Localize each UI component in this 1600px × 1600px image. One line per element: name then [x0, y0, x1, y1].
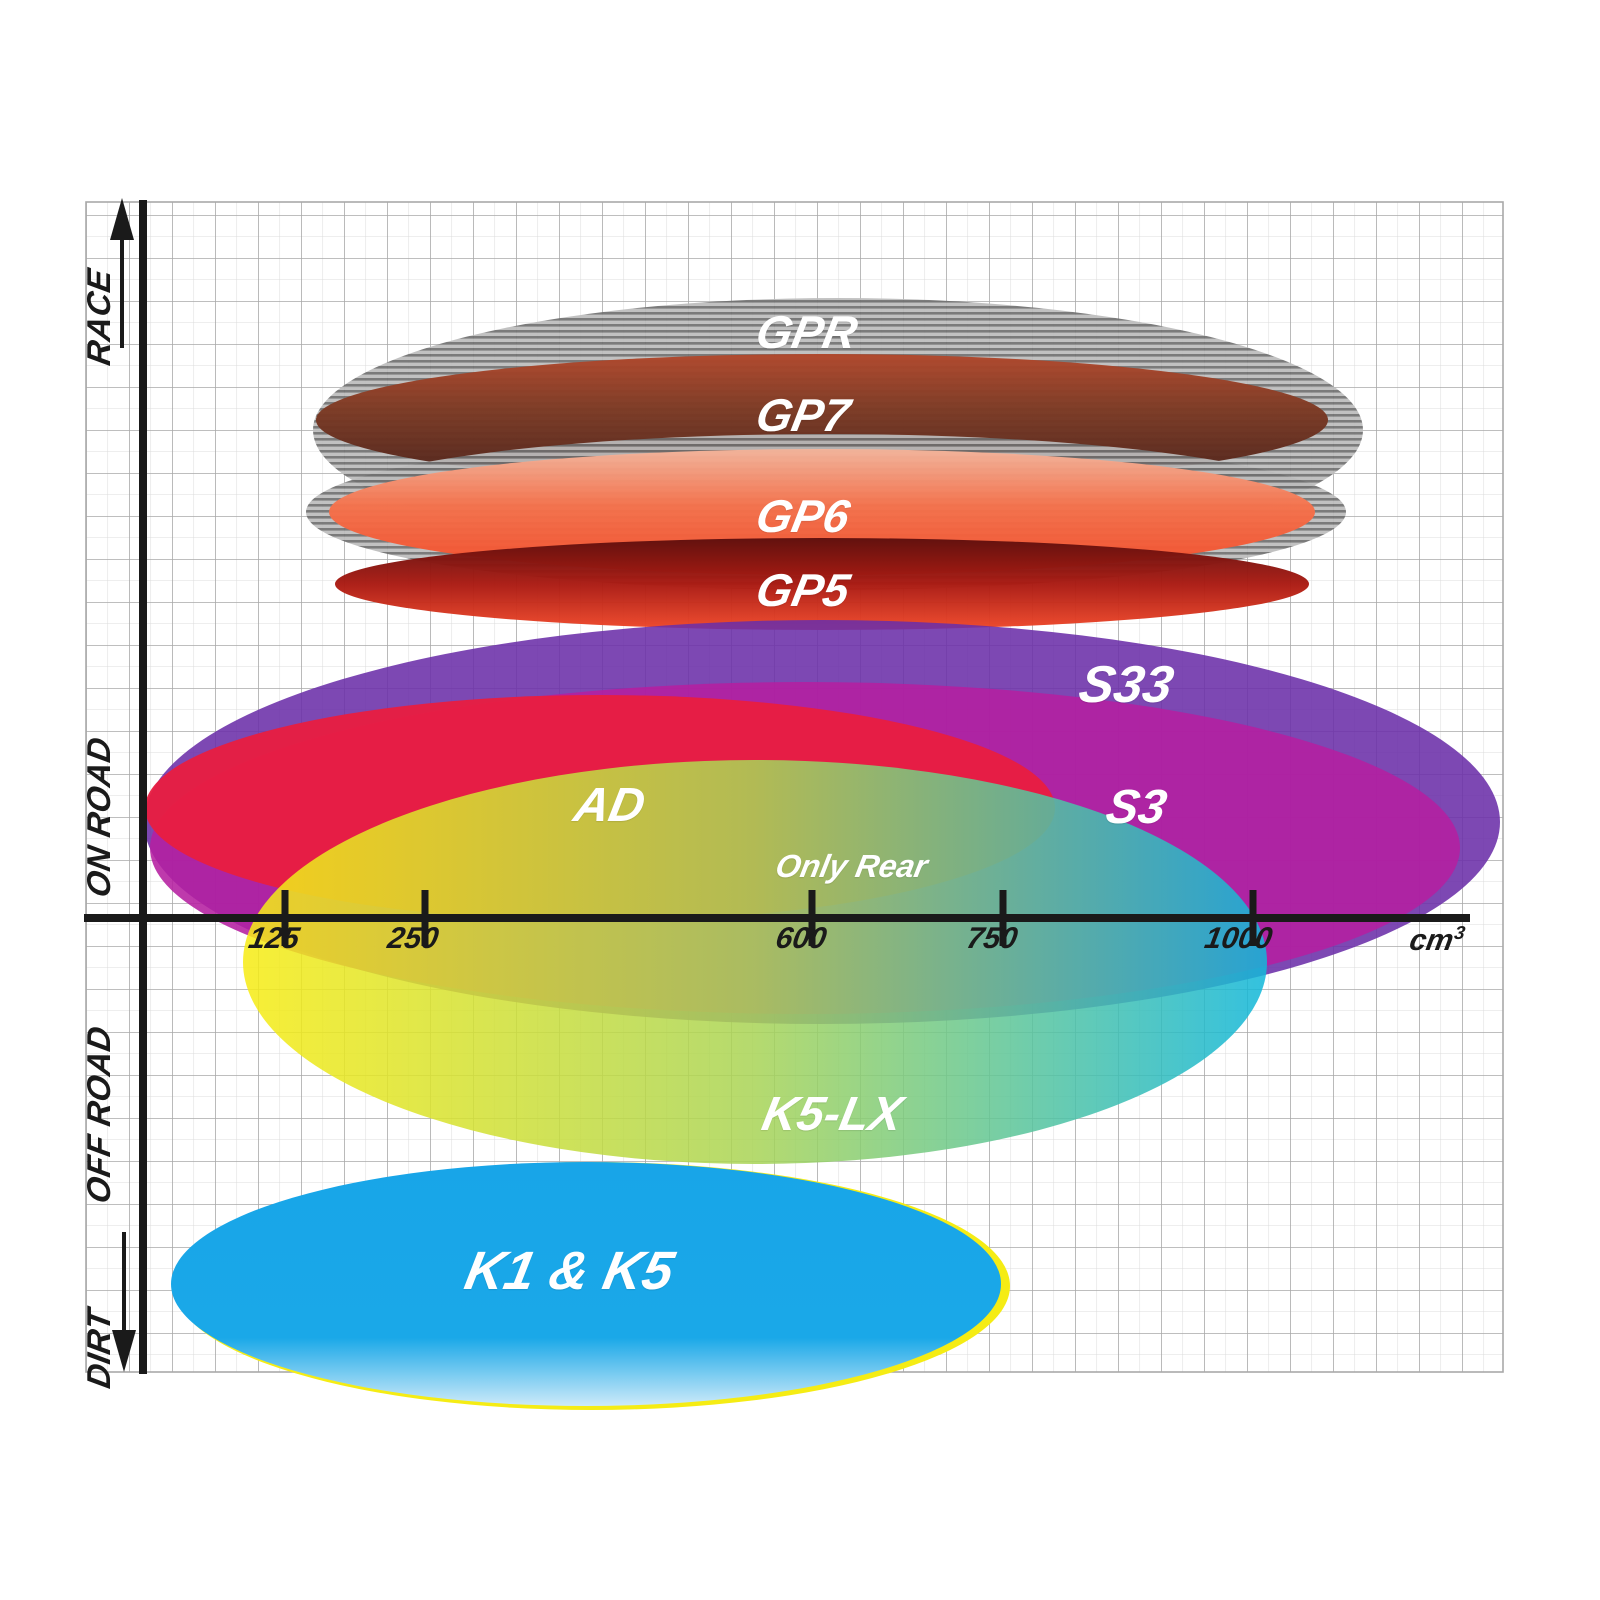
bubble-gp6[interactable] [329, 449, 1315, 575]
bubble-k1k5[interactable] [171, 1162, 1010, 1410]
x-axis-ticks [281, 890, 1257, 946]
bubble-k5lx[interactable] [243, 760, 1267, 1164]
y-category-off-road: OFF ROAD [80, 1022, 117, 1206]
x-axis-unit-label: cm3 [1407, 922, 1467, 958]
x-tick-label-1000: 1000 [1202, 922, 1275, 955]
x-tick-label-750: 750 [964, 922, 1021, 955]
y-category-on-road: ON ROAD [80, 733, 117, 900]
x-tick-label-600: 600 [773, 922, 830, 955]
race-arrow-icon [110, 198, 134, 348]
x-axis-unit-text: cm [1407, 924, 1457, 957]
dirt-arrow-icon [112, 1232, 136, 1372]
x-tick-label-125: 125 [246, 922, 303, 955]
y-category-race: RACE [80, 265, 117, 368]
bubble-gp5[interactable] [335, 538, 1309, 630]
y-category-dirt: DIRT [80, 1305, 117, 1391]
x-tick-label-250: 250 [385, 922, 442, 955]
axis-lines [84, 200, 1470, 1374]
